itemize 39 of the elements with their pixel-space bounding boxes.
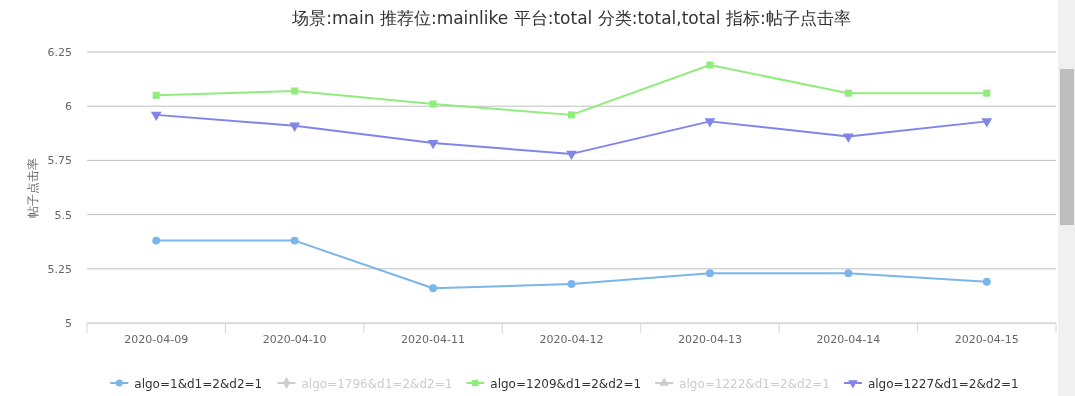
x-tick-label: 2020-04-14 — [816, 333, 881, 346]
point — [704, 118, 716, 128]
y-tick-label: 5.25 — [47, 262, 72, 276]
point — [289, 122, 301, 132]
legend-label: algo=1227&d1=2&d2=1 — [867, 377, 1019, 391]
point — [705, 269, 714, 278]
point — [842, 133, 854, 143]
point — [567, 279, 576, 288]
point — [567, 111, 576, 119]
y-tick-label: 6.25 — [47, 46, 72, 59]
point — [706, 61, 714, 69]
point — [844, 89, 852, 97]
point — [982, 277, 991, 286]
y-tick-label: 5.5 — [54, 208, 72, 222]
x-tick-label: 2020-04-13 — [677, 333, 742, 346]
point — [152, 236, 161, 245]
legend-label: algo=1209&d1=2&d2=1 — [490, 377, 642, 391]
point — [429, 284, 438, 293]
x-tick-label: 2020-04-15 — [954, 333, 1019, 346]
point — [290, 236, 299, 245]
y-tick-label: 6 — [65, 100, 72, 114]
y-axis-title: 帖子点击率 — [26, 157, 40, 218]
x-tick-label: 2020-04-11 — [401, 333, 466, 346]
y-tick-label: 5 — [65, 317, 72, 330]
point — [152, 91, 160, 99]
chart-title: 场景:main 推荐位:mainlike 平台:total 分类:total,total 指标:帖子点击率 — [291, 8, 851, 28]
point — [429, 100, 437, 108]
point — [291, 87, 299, 95]
y-tick-label: 5.75 — [47, 154, 72, 168]
point — [150, 111, 162, 122]
x-tick-label: 2020-04-12 — [539, 333, 604, 346]
point — [566, 150, 577, 161]
x-tick-label: 2020-04-10 — [262, 333, 327, 346]
x-tick-label: 2020-04-09 — [124, 333, 189, 346]
point — [981, 118, 993, 128]
point — [844, 269, 853, 278]
point — [983, 89, 991, 97]
legend-label: algo=1&d1=2&d2=1 — [134, 377, 263, 391]
point — [427, 139, 439, 150]
